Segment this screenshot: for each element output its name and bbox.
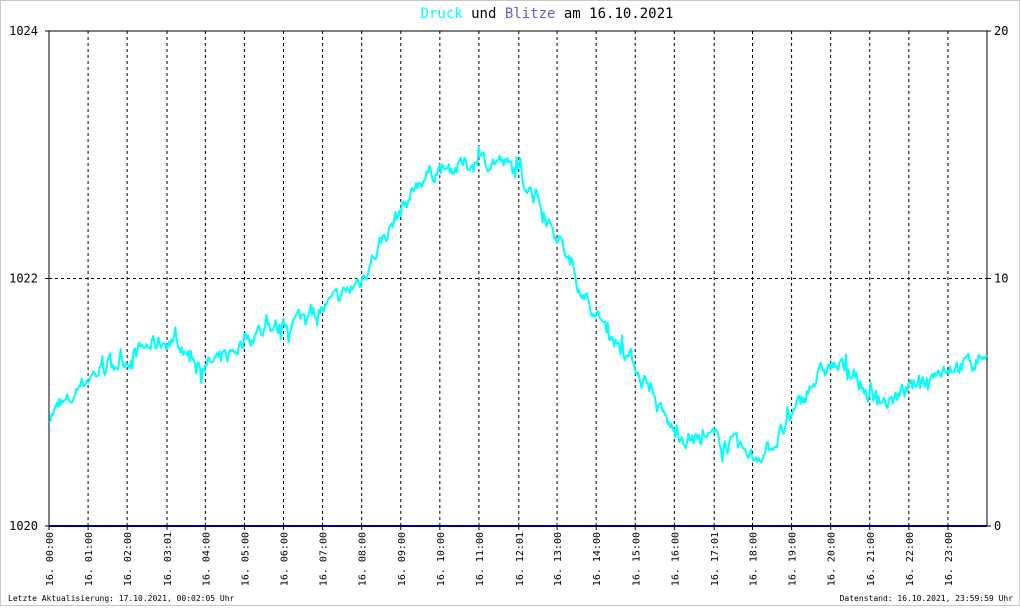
x-tick-label: 16. 17:01	[710, 532, 721, 586]
x-tick-label: 16. 19:00	[788, 532, 799, 586]
title-druck: Druck	[421, 6, 464, 22]
series-line-druck	[48, 146, 988, 464]
y-right-tick-label: 0	[994, 519, 1001, 533]
x-tick-label: 16. 20:00	[827, 532, 838, 586]
footer-data-state: Datenstand: 16.10.2021, 23:59:59 Uhr	[840, 594, 1014, 603]
x-tick-label: 16. 00:00	[45, 532, 56, 586]
x-tick-label: 16. 01:00	[84, 532, 95, 586]
x-tick-label: 16. 05:00	[240, 532, 251, 586]
x-tick-label: 16. 18:00	[749, 532, 760, 586]
x-tick-label: 16. 16:00	[670, 532, 681, 586]
y-right-tick-label: 10	[994, 272, 1008, 286]
axes: 1024 1022 1020 20 10 0 16. 00:00 16. 01:00 16. 0…	[9, 24, 1008, 586]
x-tick-label: 16. 10:00	[436, 532, 447, 586]
x-tick-label: 16. 15:00	[631, 532, 642, 586]
y-left-tick-label: 1020	[9, 519, 38, 533]
x-tick-label: 16. 07:00	[319, 532, 330, 586]
x-tick-label: 16. 09:00	[397, 532, 408, 586]
x-tick-label: 16. 03:01	[163, 532, 174, 586]
x-tick-label: 16. 23:00	[944, 532, 955, 586]
x-tick-label: 16. 22:00	[905, 532, 916, 586]
chart-title: Druck und Blitze am 16.10.2021	[421, 6, 674, 22]
footer-last-update: Letzte Aktualisierung: 17.10.2021, 00:02…	[8, 594, 235, 603]
x-tick-label: 16. 13:00	[553, 532, 564, 586]
x-tick-label: 16. 02:00	[123, 532, 134, 586]
x-tick-label: 16. 08:00	[358, 532, 369, 586]
x-tick-label: 16. 11:00	[475, 532, 486, 586]
title-und: und	[463, 6, 505, 22]
x-tick-label: 16. 06:00	[280, 532, 291, 586]
x-tick-label: 16. 14:00	[592, 532, 603, 586]
x-tick-label: 16. 12:01	[515, 532, 526, 586]
title-date: am 16.10.2021	[555, 6, 673, 22]
title-blitze: Blitze	[505, 6, 556, 22]
y-left-tick-label: 1024	[9, 24, 38, 38]
x-tick-label: 16. 21:00	[866, 532, 877, 586]
y-left-tick-label: 1022	[9, 272, 38, 286]
x-tick-label: 16. 04:00	[201, 532, 212, 586]
y-right-tick-label: 20	[994, 24, 1008, 38]
